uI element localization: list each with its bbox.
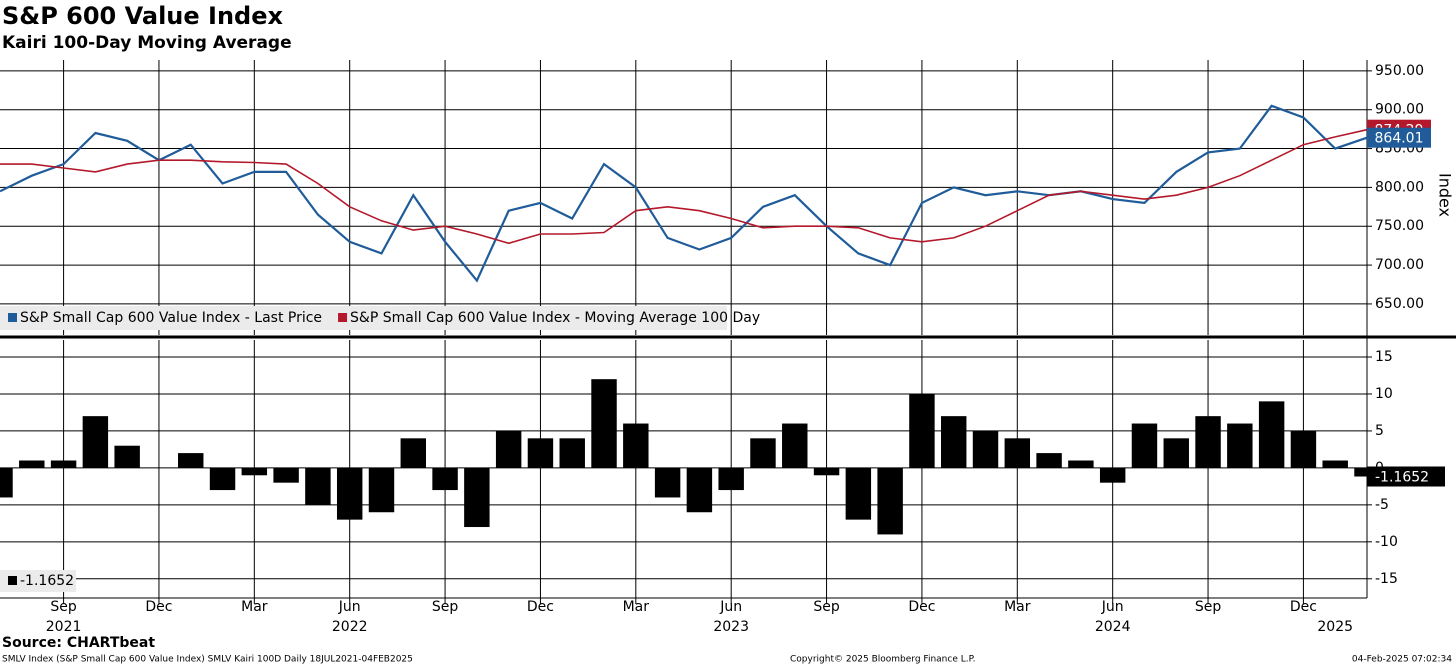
y-tick-label: 650.00 [1375,296,1424,312]
bar [273,467,299,483]
legend-box [0,570,76,592]
bar [623,423,649,468]
chart-title: S&P 600 Value Index [2,2,283,30]
bar [909,393,935,468]
last-value-label: 864.01 [1375,131,1424,147]
x-tick-label: Jun [338,599,361,615]
y-tick-label: 5 [1375,423,1384,439]
bar [50,460,77,468]
legend-swatch [8,313,17,322]
last-value-label: -1.1652 [1375,470,1429,486]
x-tick-label: Jun [719,599,742,615]
chart-subtitle: Kairi 100-Day Moving Average [2,33,292,53]
bar [241,467,268,476]
x-tick-label: Mar [241,599,268,615]
bar [1227,423,1253,468]
y-tick-label: 950.00 [1375,63,1424,79]
timestamp: 04-Feb-2025 07:02:34 [1352,655,1452,665]
bar [1036,453,1062,468]
y-tick-label: 750.00 [1375,218,1424,234]
legend-swatch [8,576,17,585]
bar [0,467,13,498]
x-tick-label: Dec [1290,599,1317,615]
bar [464,467,490,528]
bar [972,430,999,468]
bar [114,445,140,468]
copyright: Copyright© 2025 Bloomberg Finance L.P. [790,655,975,665]
x-year-label: 2025 [1317,619,1353,635]
x-tick-label: Dec [908,599,935,615]
grid-group [63,60,1304,335]
legend-swatch [338,313,348,322]
bar [1163,438,1189,468]
bar [178,453,204,468]
x-tick-label: Dec [527,599,554,615]
last-value-box [1367,466,1445,487]
bar [400,438,426,468]
bar [813,467,840,476]
bar [1195,416,1221,468]
bar [941,416,967,468]
bar [209,467,236,491]
bar [19,460,45,468]
bar [1290,430,1317,468]
bar [82,416,109,468]
bar [527,438,554,468]
footer-description: SMLV Index (S&P Small Cap 600 Value Inde… [2,655,413,665]
x-tick-label: Sep [813,599,840,615]
y-tick-label: 800.00 [1375,179,1424,195]
bar [591,379,617,468]
bar [877,467,903,535]
bar [305,467,331,505]
y-tick-label: 15 [1375,349,1393,365]
y-tick-label: 10 [1375,386,1393,402]
y-tick-label: -15 [1375,571,1398,587]
last-value-box [1367,127,1431,148]
y-tick-label: -10 [1375,534,1398,550]
x-year-label: 2023 [713,619,749,635]
legend-box [0,306,727,330]
bar [718,467,744,491]
bar [336,467,363,520]
x-tick-label: Sep [50,599,77,615]
bar [1131,423,1158,468]
legend-label: S&P Small Cap 600 Value Index - Last Pri… [20,310,322,326]
legend-label: S&P Small Cap 600 Value Index - Moving A… [350,310,760,326]
bar [654,467,681,498]
x-tick-label: Mar [623,599,650,615]
y-tick-label: 700.00 [1375,257,1424,273]
bar [845,467,872,520]
bar [1099,467,1126,483]
x-tick-label: Mar [1004,599,1031,615]
bar [686,467,713,513]
bar [432,467,458,491]
x-tick-label: Dec [145,599,172,615]
y-tick-label: 900.00 [1375,102,1424,118]
series-line [0,128,1368,245]
bar [1322,460,1348,468]
y-tick-label: -5 [1375,497,1389,513]
bar [1004,438,1031,468]
bar [368,467,395,513]
x-year-label: 2021 [46,619,82,635]
bar [559,438,585,468]
y-axis-label: Index [1436,173,1455,217]
legend-label: -1.1652 [20,573,74,589]
x-tick-label: Jun [1101,599,1124,615]
x-tick-label: Sep [1195,599,1222,615]
series-line [0,104,1368,283]
x-year-label: 2024 [1095,619,1131,635]
x-tick-label: Sep [432,599,459,615]
bar [1068,460,1094,468]
bar [1258,401,1285,468]
bar [750,438,776,468]
source: Source: CHARTbeat [2,635,155,651]
x-year-label: 2022 [332,619,368,635]
bar [495,430,522,468]
bar [782,423,808,468]
